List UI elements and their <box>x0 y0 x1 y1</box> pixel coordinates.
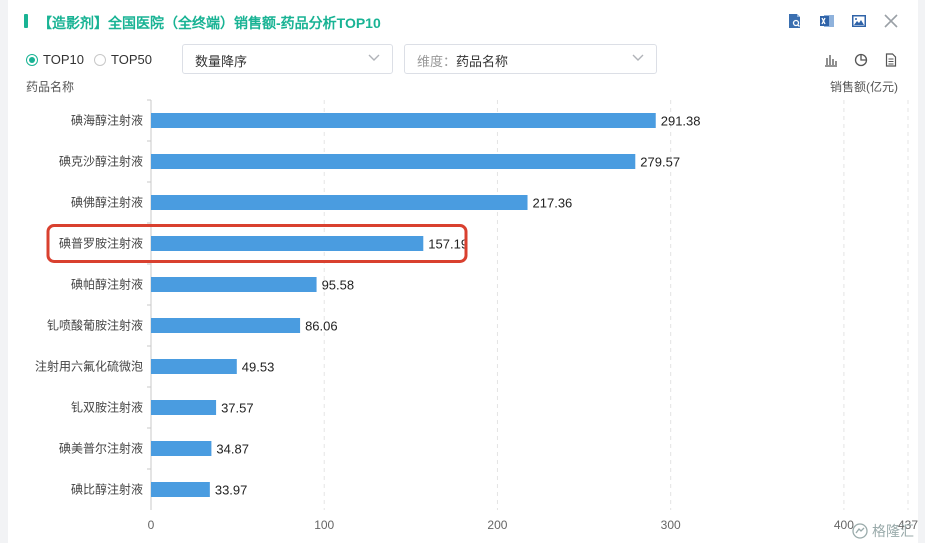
dimension-select-text: 维度：药品名称 <box>417 51 508 70</box>
header: 【造影剂】全国医院（全终端）销售额-药品分析TOP10 <box>8 10 918 34</box>
y-tick-label: 钆喷酸葡胺注射液 <box>47 318 143 333</box>
bar[interactable] <box>151 277 317 292</box>
bar-value-label: 279.57 <box>640 155 680 170</box>
y-tick-label: 碘佛醇注射液 <box>71 195 143 210</box>
bar[interactable] <box>151 359 237 374</box>
y-tick-label: 碘海醇注射液 <box>71 113 143 128</box>
report-search-icon[interactable] <box>786 12 804 30</box>
controls-bar: TOP10 TOP50 数量降序 维度：药品名称 <box>8 44 918 74</box>
bar-value-label: 37.57 <box>221 401 254 416</box>
bar-value-label: 291.38 <box>661 114 701 129</box>
highlight-box <box>46 224 468 263</box>
sort-select-value: 数量降序 <box>195 54 248 69</box>
y-tick-label: 碘克沙醇注射液 <box>59 154 143 169</box>
dimension-select-value: 药品名称 <box>456 54 509 69</box>
title-accent-bar <box>24 14 28 28</box>
chart-card: 【造影剂】全国医院（全终端）销售额-药品分析TOP10 TOP10 TOP50 <box>8 0 918 543</box>
y-tick-label: 碘帕醇注射液 <box>71 277 143 292</box>
radio-dot-selected[interactable] <box>26 53 38 66</box>
page-title: 【造影剂】全国医院（全终端）销售额-药品分析TOP10 <box>38 15 381 31</box>
y-tick-label: 碘美普尔注射液 <box>59 441 143 456</box>
sort-select[interactable]: 数量降序 <box>182 44 393 74</box>
bar[interactable] <box>151 441 212 456</box>
bar[interactable] <box>151 154 636 169</box>
bar-value-label: 217.36 <box>533 196 573 211</box>
chevron-down-icon <box>368 54 380 61</box>
radio-top10-label: TOP10 <box>43 52 84 67</box>
x-tick-label: 0 <box>148 518 155 532</box>
bar[interactable] <box>151 482 210 497</box>
x-tick-label: 300 <box>661 518 681 532</box>
bar[interactable] <box>151 113 656 128</box>
bar[interactable] <box>151 400 217 415</box>
watermark-text: 格隆汇 <box>872 523 914 539</box>
pie-chart-icon[interactable] <box>852 51 870 69</box>
x-axis-title: 销售额(亿元) <box>830 80 898 94</box>
x-tick-label: 100 <box>314 518 334 532</box>
y-axis-title: 药品名称 <box>26 80 75 94</box>
bar-value-label: 33.97 <box>215 483 248 498</box>
watermark-logo-icon <box>852 523 868 539</box>
image-export-icon[interactable] <box>850 12 868 30</box>
close-icon[interactable] <box>882 12 900 30</box>
x-tick-label: 200 <box>487 518 507 532</box>
x-tick-label: 400 <box>834 518 854 532</box>
bar[interactable] <box>151 195 528 210</box>
dimension-prefix: 维度： <box>417 54 457 69</box>
y-tick-label: 碘普罗胺注射液 <box>59 236 143 251</box>
bar[interactable] <box>151 236 424 251</box>
bar-value-label: 34.87 <box>216 442 249 457</box>
bar-value-label: 157.19 <box>428 237 468 252</box>
bar-value-label: 95.58 <box>322 278 355 293</box>
view-switcher <box>822 51 900 69</box>
radio-top50[interactable]: TOP50 <box>94 52 152 67</box>
bar-chart: 0 100 200 300 400 437 碘海醇注射液 291.38 碘克沙醇注射液 279.5… <box>35 99 918 532</box>
bar-value-label: 49.53 <box>242 360 275 375</box>
x-tick-label: 437 <box>898 518 918 532</box>
watermark: 格隆汇 <box>852 521 914 541</box>
y-tick-label: 钆双胺注射液 <box>71 400 143 415</box>
bar[interactable] <box>151 318 301 333</box>
excel-export-icon[interactable] <box>818 12 836 30</box>
bar-value-label: 86.06 <box>305 319 338 334</box>
toolbar <box>786 12 900 30</box>
y-tick-label: 碘比醇注射液 <box>71 482 143 497</box>
radio-dot[interactable] <box>94 53 106 66</box>
bar-chart-icon[interactable] <box>822 51 840 69</box>
radio-top50-label: TOP50 <box>111 52 152 67</box>
radio-top10[interactable]: TOP10 <box>26 52 84 67</box>
chevron-down-icon <box>632 54 644 61</box>
y-tick-label: 注射用六氟化硫微泡 <box>35 359 143 374</box>
dimension-select[interactable]: 维度：药品名称 <box>404 44 657 74</box>
document-icon[interactable] <box>882 51 900 69</box>
